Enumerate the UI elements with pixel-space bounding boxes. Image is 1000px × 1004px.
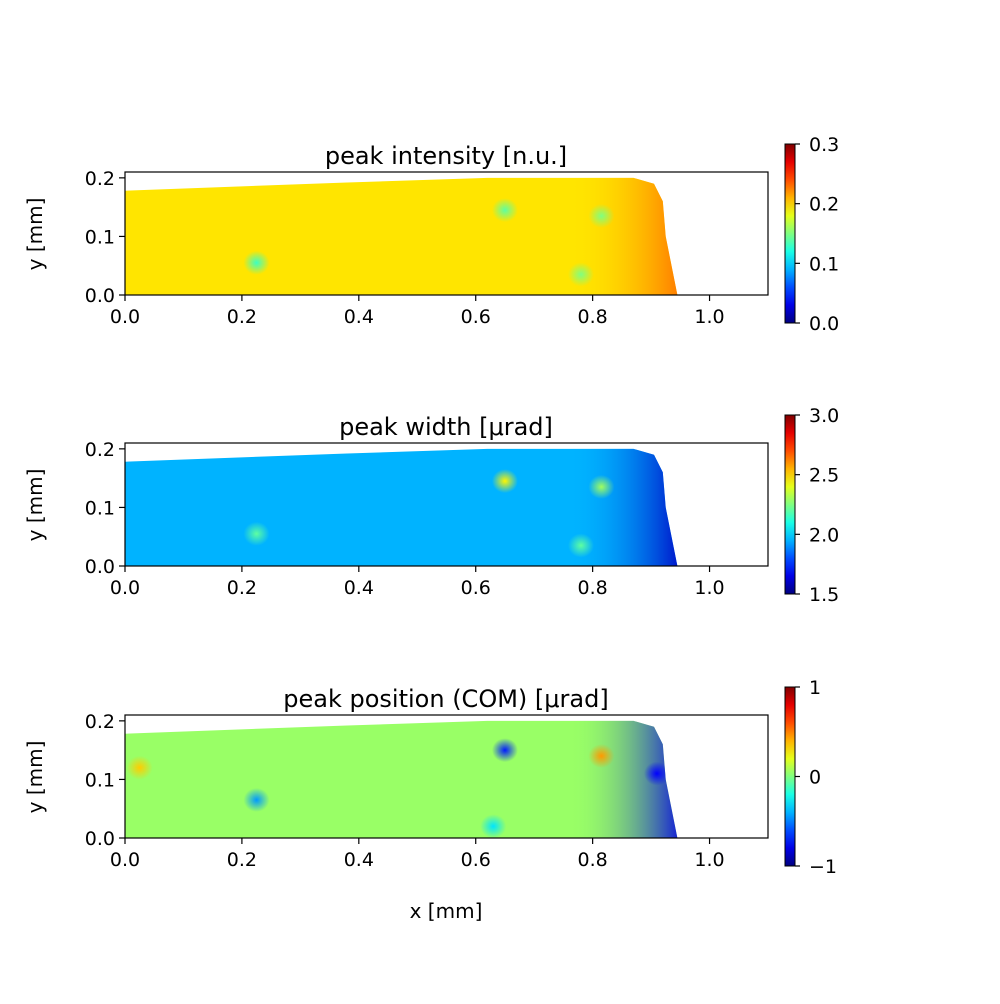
y-tick-label: 0.0 [85,828,115,850]
y-axis-label: y [mm] [23,198,47,271]
heatmap-spot [243,521,270,546]
colorbar-tick-label: 3.0 [809,405,839,427]
sample-region [125,448,678,566]
y-tick-label: 0.0 [85,285,115,307]
heatmap-spot [243,250,270,275]
heatmap-spot [567,533,594,558]
x-tick-label: 0.4 [344,849,374,871]
x-tick-label: 0.0 [110,306,140,328]
heatmap-spot [480,814,507,838]
plot-frame [124,714,769,839]
y-axis-label: y [mm] [23,469,47,542]
x-tick-label: 0.4 [344,306,374,328]
x-axis-label: x [mm] [410,899,483,923]
heatmap-field [125,177,678,295]
colorbar-gradient [784,686,796,867]
plot-frame [124,442,769,567]
heatmap-spot [588,203,615,228]
heatmap-spot [126,755,153,780]
y-tick-label: 0.2 [85,168,115,190]
x-tick-label: 0.8 [578,849,608,871]
x-tick-label: 0.4 [344,577,374,599]
heatmap-spot [491,469,518,494]
heatmap-field [125,720,678,838]
colorbar-tick-label: 0 [809,767,821,789]
y-tick-label: 0.1 [85,769,115,791]
colorbar-tick-label: 0.1 [809,253,839,275]
x-tick-label: 0.2 [227,849,257,871]
panel-peak-width: peak width [μrad] 0.0 0.1 0.2 0.0 0.2 0.4 0.6… [23,405,839,606]
field-edge [125,448,678,566]
x-tick-label: 0.2 [227,577,257,599]
colorbar: 0.0 0.1 0.2 0.3 [784,134,839,335]
sample-region [125,177,678,295]
x-tick-label: 1.0 [694,577,724,599]
panel-peak-intensity: peak intensity [n.u.] 0.00.10.2 0.0 0.2 0.… [23,134,839,335]
colorbar-tick-label: 2.0 [809,524,839,546]
heatmap-spot [588,744,615,768]
field-edge [125,720,678,838]
colorbar-tick-label: 1 [809,677,821,699]
panel-title: peak position (COM) [μrad] [283,685,608,713]
y-tick-label: 0.2 [85,711,115,733]
x-tick-label: 0.0 [110,577,140,599]
x-tick-label: 0.0 [110,849,140,871]
x-tick-label: 1.0 [694,849,724,871]
heatmap-spot [243,787,270,812]
colorbar-tick-label: 0.3 [809,134,839,156]
y-tick-label: 0.1 [85,226,115,248]
y-tick-label: 0.2 [85,439,115,461]
heatmap-spot [643,761,670,786]
field-edge [125,177,678,295]
colorbar-tick-label: 0.2 [809,194,839,216]
y-tick-label: 0.0 [85,556,115,578]
colorbar: 1.5 2.0 2.5 3.0 [784,405,839,606]
x-tick-label: 0.8 [578,306,608,328]
plot-frame [124,171,769,296]
panel-title: peak width [μrad] [339,413,553,441]
colorbar-tick-label: 0.0 [809,313,839,335]
x-tick-label: 0.6 [461,577,491,599]
x-tick-label: 1.0 [694,306,724,328]
heatmap-spot [491,738,518,763]
heatmap-field [125,448,678,566]
colorbar-tick-label: 2.5 [809,465,839,487]
x-tick-label: 0.6 [461,849,491,871]
colorbar-gradient [784,414,796,595]
heatmap-spot [567,262,594,287]
heatmap-spot [491,198,518,223]
x-tick-label: 0.6 [461,306,491,328]
x-tick-label: 0.2 [227,306,257,328]
x-tick-label: 0.8 [578,577,608,599]
colorbar-gradient [784,143,796,324]
panel-title: peak intensity [n.u.] [325,142,567,170]
sample-region [125,720,678,838]
heatmap-spot [588,474,615,499]
panel-peak-position: peak position (COM) [μrad] 0.0 0.1 0.2 0.0… [23,677,837,878]
colorbar-tick-label: −1 [809,856,837,878]
colorbar-tick-label: 1.5 [809,584,839,606]
y-tick-label: 0.1 [85,497,115,519]
colorbar: −1 0 1 [784,677,837,878]
y-axis-label: y [mm] [23,741,47,814]
